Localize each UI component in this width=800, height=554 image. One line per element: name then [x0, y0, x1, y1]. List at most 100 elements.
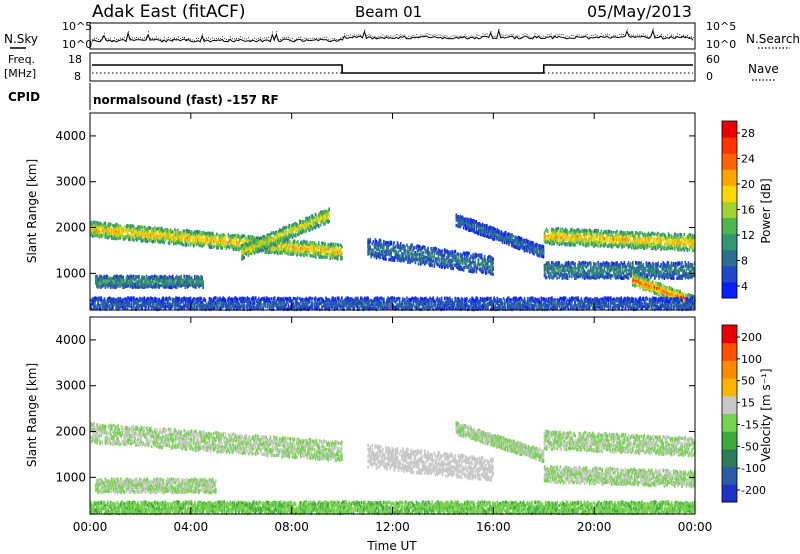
heatmap-cell	[474, 260, 476, 263]
heatmap-cell	[130, 237, 132, 240]
heatmap-cell	[308, 216, 310, 219]
noise-search-trace	[92, 29, 694, 41]
heatmap-cell	[94, 221, 96, 224]
heatmap-cell	[583, 243, 585, 246]
heatmap-cell	[543, 255, 545, 258]
heatmap-cell	[475, 270, 477, 273]
heatmap-cell	[549, 242, 551, 245]
heatmap-cell	[143, 276, 145, 279]
heatmap-cell	[105, 222, 107, 225]
heatmap-cell	[320, 223, 322, 226]
heatmap-cell	[492, 273, 494, 276]
heatmap-cell	[604, 237, 606, 240]
heatmap-cell	[423, 251, 425, 254]
freq-tick-top: 18	[68, 53, 82, 66]
heatmap-cell	[301, 253, 303, 256]
heatmap-cell	[574, 244, 576, 247]
heatmap-cell	[532, 241, 534, 244]
heatmap-cell	[201, 276, 203, 279]
heatmap-cell	[477, 267, 479, 270]
heatmap-cell	[182, 243, 184, 246]
noise-right-label: N.Search	[746, 32, 800, 46]
heatmap-cell	[414, 246, 416, 249]
heatmap-cell	[328, 220, 330, 223]
nave-tick-bottom: 0	[706, 70, 713, 83]
heatmap-cell	[122, 234, 124, 237]
heatmap-cell	[310, 228, 312, 231]
heatmap-cell	[436, 248, 438, 251]
heatmap-cell	[315, 213, 317, 216]
heatmap-cell	[278, 241, 280, 244]
heatmap-cell	[173, 231, 175, 234]
heatmap-cell	[250, 242, 252, 245]
heatmap-cell	[380, 239, 382, 242]
heatmap-cell	[201, 236, 203, 239]
heatmap-cell	[297, 252, 299, 255]
heatmap-cell	[573, 240, 575, 243]
heatmap-cell	[169, 242, 171, 245]
heatmap-cell	[318, 225, 320, 228]
heatmap-cell	[341, 245, 343, 248]
heatmap-cell	[241, 248, 243, 251]
heatmap-cell	[303, 230, 305, 233]
heatmap-cell	[191, 230, 193, 233]
noise-sky-trace	[92, 31, 693, 42]
heatmap-cell	[322, 256, 324, 259]
heatmap-cell	[390, 242, 392, 245]
heatmap-cell	[579, 230, 581, 233]
heatmap-cell	[390, 253, 392, 256]
heatmap-cell	[193, 239, 195, 242]
noise-left-label: N.Sky	[4, 32, 38, 46]
heatmap-cell	[373, 240, 375, 243]
heatmap-cell	[117, 284, 119, 287]
heatmap-cell	[404, 245, 406, 248]
heatmap-cell	[211, 246, 213, 249]
heatmap-cell	[405, 249, 407, 252]
heatmap-cell	[123, 230, 125, 233]
heatmap-cell	[224, 236, 226, 239]
heatmap-cell	[368, 252, 370, 255]
heatmap-cell	[607, 239, 609, 242]
heatmap-cell	[433, 265, 435, 268]
heatmap-cell	[289, 226, 291, 229]
heatmap-cell	[115, 285, 117, 288]
heatmap-cell	[138, 275, 140, 278]
heatmap-cell	[406, 258, 408, 261]
heatmap-cell	[241, 244, 243, 247]
heatmap-cell	[379, 250, 381, 253]
heatmap-cell	[282, 230, 284, 233]
heatmap-cell	[105, 286, 107, 289]
heatmap-cell	[207, 238, 209, 241]
heatmap-cell	[468, 252, 470, 255]
freq-panel: Freq. [MHz] 18 8 60 0 Nave	[4, 53, 779, 83]
heatmap-cell	[298, 244, 300, 247]
heatmap-cell	[261, 242, 263, 245]
noise-right-tick-top: 10^5	[706, 20, 736, 33]
heatmap-cell	[597, 230, 599, 233]
heatmap-cell	[581, 235, 583, 238]
heatmap-cell	[328, 214, 330, 217]
heatmap-cell	[567, 231, 569, 234]
heatmap-cell	[287, 252, 289, 255]
heatmap-cell	[221, 247, 223, 250]
heatmap-cell	[341, 252, 343, 255]
heatmap-cell	[452, 259, 454, 262]
heatmap-cell	[595, 229, 597, 232]
heatmap-cell	[383, 240, 385, 243]
heatmap-cell	[454, 250, 456, 253]
heatmap-cell	[385, 258, 387, 261]
heatmap-cell	[504, 241, 506, 244]
heatmap-cell	[216, 233, 218, 236]
heatmap-cell	[305, 229, 307, 232]
heatmap-cell	[257, 250, 259, 253]
heatmap-cell	[439, 258, 441, 261]
heatmap-cell	[442, 249, 444, 252]
heatmap-cell	[228, 233, 230, 236]
heatmap-cell	[478, 260, 480, 263]
heatmap-cell	[290, 240, 292, 243]
heatmap-cell	[600, 230, 602, 233]
heatmap-cell	[175, 229, 177, 232]
heatmap-cell	[243, 256, 245, 259]
heatmap-cell	[198, 230, 200, 233]
